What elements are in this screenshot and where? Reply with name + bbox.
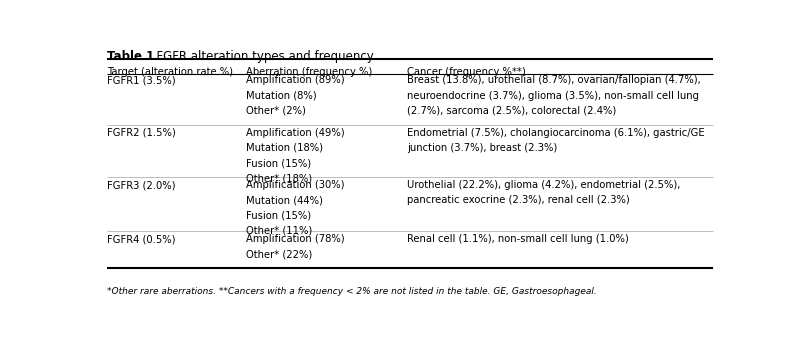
Text: Amplification (89%)
Mutation (8%)
Other* (2%): Amplification (89%) Mutation (8%) Other*… [246, 75, 344, 116]
Text: Table 1: Table 1 [107, 50, 154, 63]
Text: FGFR alteration types and frequency: FGFR alteration types and frequency [149, 50, 374, 63]
Text: FGFR1 (3.5%): FGFR1 (3.5%) [107, 75, 176, 85]
Text: Breast (13.8%), urothelial (8.7%), ovarian/fallopian (4.7%),
neuroendocrine (3.7: Breast (13.8%), urothelial (8.7%), ovari… [407, 75, 701, 116]
Text: Urothelial (22.2%), glioma (4.2%), endometrial (2.5%),
pancreatic exocrine (2.3%: Urothelial (22.2%), glioma (4.2%), endom… [407, 180, 680, 205]
Text: Amplification (49%)
Mutation (18%)
Fusion (15%)
Other* (18%): Amplification (49%) Mutation (18%) Fusio… [246, 128, 344, 183]
Text: Cancer (frequency %**): Cancer (frequency %**) [407, 67, 526, 77]
Text: Target (alteration rate %): Target (alteration rate %) [107, 67, 234, 77]
Text: *Other rare aberrations. **Cancers with a frequency < 2% are not listed in the t: *Other rare aberrations. **Cancers with … [107, 287, 597, 296]
Text: FGFR4 (0.5%): FGFR4 (0.5%) [107, 234, 176, 244]
Text: FGFR2 (1.5%): FGFR2 (1.5%) [107, 128, 176, 138]
Text: Renal cell (1.1%), non-small cell lung (1.0%): Renal cell (1.1%), non-small cell lung (… [407, 234, 629, 244]
Text: FGFR3 (2.0%): FGFR3 (2.0%) [107, 180, 176, 190]
Text: Amplification (78%)
Other* (22%): Amplification (78%) Other* (22%) [246, 234, 344, 259]
Text: Aberration (frequency %): Aberration (frequency %) [246, 67, 372, 77]
Text: Amplification (30%)
Mutation (44%)
Fusion (15%)
Other* (11%): Amplification (30%) Mutation (44%) Fusio… [246, 180, 344, 236]
Text: Endometrial (7.5%), cholangiocarcinoma (6.1%), gastric/GE
junction (3.7%), breas: Endometrial (7.5%), cholangiocarcinoma (… [407, 128, 705, 153]
